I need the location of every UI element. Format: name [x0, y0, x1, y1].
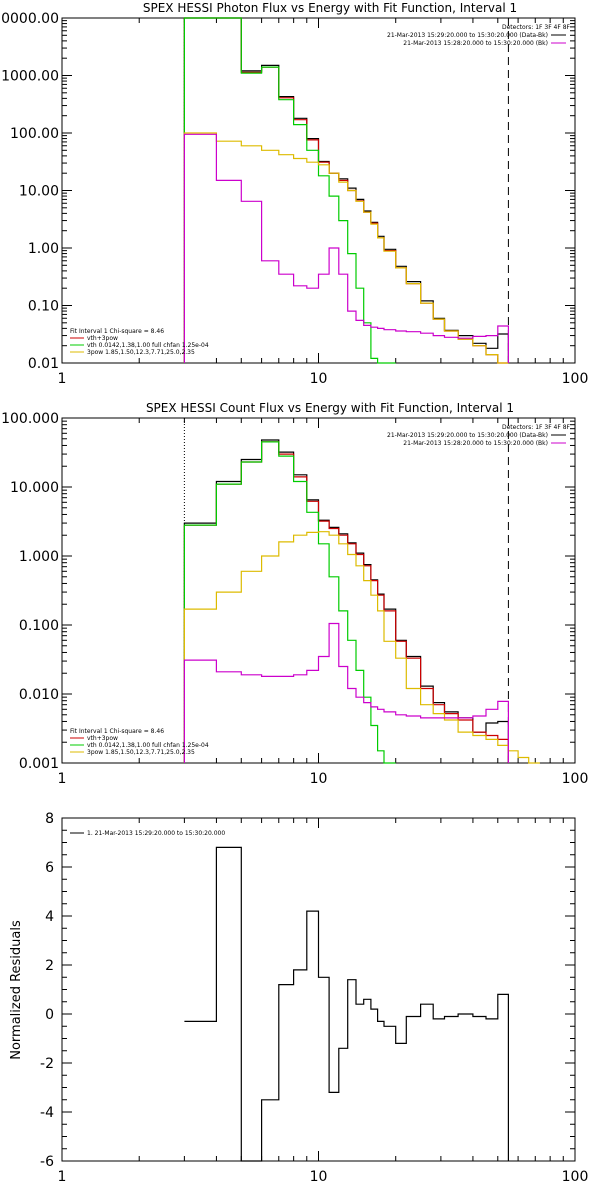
residuals-y-tick-label: -2 [40, 1056, 54, 1072]
count-flux-series-1 [183, 441, 509, 763]
residuals-y-tick-label: 2 [45, 958, 54, 974]
count-flux-x-tick-label: 100 [562, 771, 589, 787]
residuals-y-tick-label: -4 [40, 1105, 54, 1121]
count-flux-plot-frame [61, 417, 576, 764]
photon-flux-title: SPEX HESSI Photon Flux vs Energy with Fi… [143, 1, 517, 15]
photon-flux-legend-bk: 21-Mar-2013 15:28:20.000 to 15:30:20.000… [403, 40, 548, 47]
photon-flux-x-tick-label: 1 [58, 371, 67, 387]
photon-flux-legend-top: 21-Mar-2013 15:29:20.000 to 15:30:20.000… [387, 32, 566, 47]
photon-flux-legend-bottom: Fit Interval 1 Chi-square = 8.46 vth+3po… [70, 328, 209, 356]
count-flux-y-tick-label: 0.010 [19, 687, 59, 703]
residuals-y-tick-label: 8 [45, 811, 54, 827]
photon-flux-series-3 [183, 132, 509, 364]
photon-flux-legend-vth3pow: vth+3pow [87, 335, 118, 342]
count-flux-ticks: 1 10 100 100.000 10.000 1.000 0.100 0.010 0.001 [1, 411, 588, 787]
count-flux-y-tick-label: 1.000 [19, 549, 59, 565]
residuals-y-axis-label: Normalized Residuals [9, 920, 24, 1060]
photon-flux-series-1 [183, 17, 509, 364]
residuals-ticks: 1 10 100 8 6 4 2 0 -2 -4 -6 [40, 811, 588, 1185]
residuals-series [184, 846, 509, 1162]
photon-flux-reference-lines [183, 18, 509, 363]
photon-flux-fit-header: Fit Interval 1 Chi-square = 8.46 [70, 328, 164, 335]
photon-flux-y-tick-label: 10.00 [19, 184, 59, 200]
photon-flux-x-tick-label: 10 [310, 371, 328, 387]
count-flux-legend-bk: 21-Mar-2013 15:28:20.000 to 15:30:20.000… [403, 440, 548, 447]
residuals-x-tick-label: 10 [310, 1169, 328, 1185]
count-flux-x-tick-label: 1 [58, 771, 67, 787]
count-flux-y-tick-label: 10.000 [10, 480, 59, 496]
residuals-y-tick-label: 4 [45, 909, 54, 925]
residuals-x-tick-label: 100 [562, 1169, 589, 1185]
residuals-plot-frame [61, 817, 576, 1162]
photon-flux-panel: SPEX HESSI Photon Flux vs Energy with Fi… [0, 1, 588, 387]
count-flux-legend-vth3pow: vth+3pow [87, 735, 118, 742]
count-flux-legend-top: 21-Mar-2013 15:29:20.000 to 15:30:20.000… [387, 432, 566, 447]
count-flux-series-3 [183, 531, 540, 764]
count-flux-x-tick-label: 10 [310, 771, 328, 787]
photon-flux-y-tick-label: 1.00 [28, 241, 59, 257]
photon-flux-legend-vth: vth 0.0142,1.38,1.00 full chfan 1.25e-04 [87, 342, 209, 349]
photon-flux-y-tick-label: 0.01 [28, 356, 59, 372]
photon-flux-series-4 [183, 133, 509, 363]
count-flux-legend-data-bk: 21-Mar-2013 15:29:20.000 to 15:30:20.000… [387, 432, 548, 439]
residuals-x-tick-label: 1 [58, 1169, 67, 1185]
photon-flux-series [183, 17, 509, 364]
photon-flux-y-tick-label: 0.10 [28, 299, 59, 315]
photon-flux-plot-frame [61, 17, 576, 364]
count-flux-series-2 [183, 441, 396, 764]
count-flux-legend-bottom: Fit Interval 1 Chi-square = 8.46 vth+3po… [70, 728, 209, 756]
residuals-y-tick-label: 0 [45, 1007, 54, 1023]
count-flux-title: SPEX HESSI Count Flux vs Energy with Fit… [146, 401, 514, 415]
count-flux-series-4 [183, 622, 509, 763]
count-flux-fit-header: Fit Interval 1 Chi-square = 8.46 [70, 728, 164, 735]
count-flux-reference-lines [183, 418, 509, 763]
count-flux-y-tick-label: 0.001 [19, 756, 59, 772]
count-flux-detectors: Detectors: 1F 3F 4F 8F [502, 424, 571, 431]
photon-flux-detectors: Detectors: 1F 3F 4F 8F [502, 24, 571, 31]
count-flux-y-tick-label: 0.100 [19, 618, 59, 634]
count-flux-legend-vth: vth 0.0142,1.38,1.00 full chfan 1.25e-04 [87, 742, 209, 749]
photon-flux-series-2 [183, 17, 396, 364]
photon-flux-y-tick-label: 1000.00 [1, 69, 59, 85]
residuals-y-tick-label: -6 [40, 1154, 54, 1170]
photon-flux-series-0 [183, 17, 509, 363]
residuals-panel: 1 10 100 8 6 4 2 0 -2 -4 -6 Normalized Residuals 1… [9, 811, 588, 1185]
photon-flux-legend-3pow: 3pow 1.85,1.50,12.3,7.71,25.0,2.35 [87, 349, 195, 356]
residuals-series-0 [184, 846, 509, 1162]
count-flux-series [183, 439, 540, 764]
residuals-y-tick-label: 6 [45, 860, 54, 876]
residuals-legend-label: 1. 21-Mar-2013 15:29:20.000 to 15:30:20.… [87, 830, 225, 837]
count-flux-y-tick-label: 100.000 [1, 411, 59, 427]
count-flux-legend-3pow: 3pow 1.85,1.50,12.3,7.71,25.0,2.35 [87, 749, 195, 756]
count-flux-panel: SPEX HESSI Count Flux vs Energy with Fit… [1, 401, 588, 787]
photon-flux-y-tick-label: 100.00 [10, 126, 59, 142]
count-flux-series-0 [183, 439, 509, 763]
photon-flux-legend-data-bk: 21-Mar-2013 15:29:20.000 to 15:30:20.000… [387, 32, 548, 39]
photon-flux-x-tick-label: 100 [562, 371, 589, 387]
